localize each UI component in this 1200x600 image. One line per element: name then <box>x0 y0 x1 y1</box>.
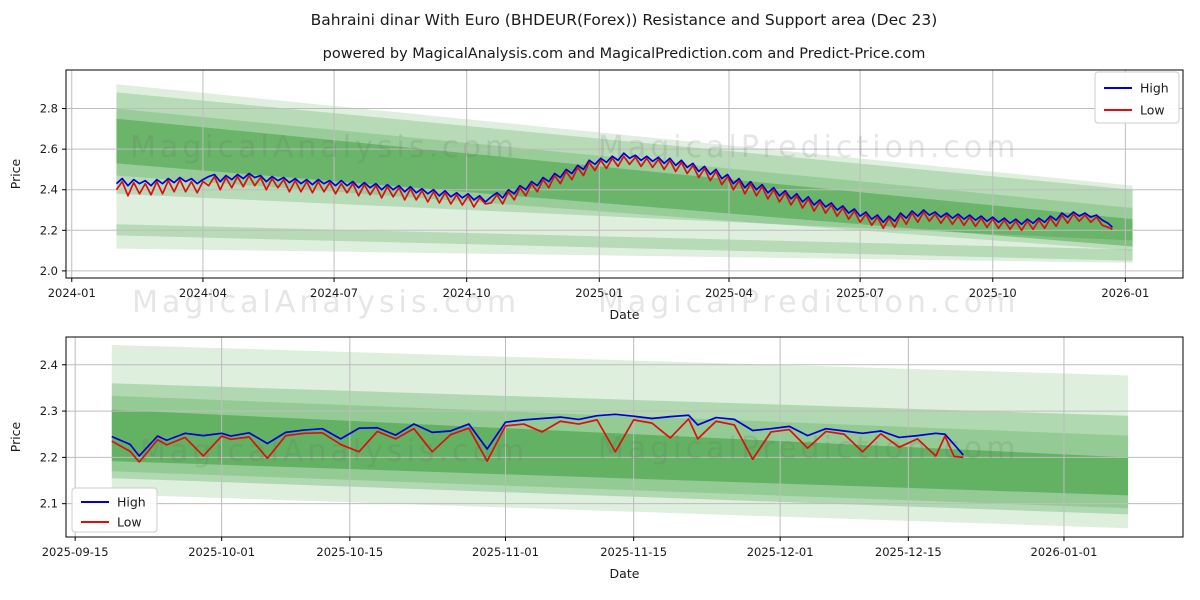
x-axis-label: Date <box>610 566 640 581</box>
x-tick-label: 2025-07 <box>836 286 884 300</box>
x-tick-label: 2024-01 <box>48 286 96 300</box>
chart-subtitle: powered by MagicalAnalysis.com and Magic… <box>322 46 926 62</box>
y-tick-label: 2.0 <box>40 264 58 278</box>
chart-title: Bahraini dinar With Euro (BHDEUR(Forex))… <box>310 11 938 29</box>
x-tick-label: 2025-09-15 <box>42 545 109 559</box>
x-tick-label: 2024-04 <box>179 286 227 300</box>
x-axis-label: Date <box>610 307 640 322</box>
recent-chart-foreground: 2025-09-15 2025-10-01 2025-10-15 2025-11-01… <box>8 336 1184 581</box>
x-tick-label: 2025-10-15 <box>316 545 383 559</box>
x-tick-label: 2025-01 <box>575 286 623 300</box>
x-tick-label: 2024-10 <box>443 286 491 300</box>
x-tick-label: 2025-11-01 <box>472 545 539 559</box>
plot-border <box>65 336 1184 538</box>
y-tick-label: 2.4 <box>40 358 58 372</box>
y-tick-label: 2.2 <box>40 223 58 237</box>
support-resistance-band <box>116 118 1133 247</box>
legend-label: Low <box>1140 103 1165 118</box>
watermark-text: MagicalPrediction.com <box>598 431 1020 466</box>
main-chart-foreground: 2024-01 2024-04 2024-07 2024-10 2025-01 2025-… <box>8 69 1184 322</box>
main-chart-background <box>66 70 1183 278</box>
x-tick-label: 2024-07 <box>310 286 358 300</box>
y-axis-label: Price <box>8 421 23 452</box>
y-tick-label: 2.2 <box>40 450 58 464</box>
support-resistance-band <box>111 395 1129 509</box>
support-resistance-band <box>116 224 1133 261</box>
y-tick-label: 2.1 <box>40 497 58 511</box>
high-line <box>111 413 964 457</box>
y-tick-label: 2.8 <box>40 102 58 116</box>
y-tick-label: 2.6 <box>40 142 58 156</box>
x-tick-label: 2026-01-01 <box>1031 545 1098 559</box>
legend-label: Low <box>117 515 142 530</box>
x-tick-label: 2025-12-15 <box>875 545 942 559</box>
watermark-text: MagicalAnalysis.com <box>130 130 518 165</box>
y-tick-label: 2.4 <box>40 183 58 197</box>
high-line <box>115 152 1113 228</box>
support-resistance-band <box>111 409 1129 496</box>
y-tick-label: 2.3 <box>40 404 58 418</box>
legend-label: High <box>1140 81 1169 96</box>
support-resistance-band <box>111 344 1129 529</box>
y-axis-label: Price <box>8 158 23 189</box>
low-line <box>115 155 1113 232</box>
x-tick-label: 2026-01 <box>1101 286 1149 300</box>
x-tick-label: 2025-10 <box>969 286 1017 300</box>
x-tick-label: 2025-11-15 <box>600 545 667 559</box>
x-tick-label: 2025-10-01 <box>188 545 255 559</box>
watermark-text: MagicalPrediction.com <box>598 130 1020 165</box>
watermark-text: MagicalPrediction.com <box>598 285 1020 320</box>
plot-border <box>65 69 1184 279</box>
watermark-text: MagicalAnalysis.com <box>132 285 520 320</box>
low-line <box>111 418 964 463</box>
recent-chart-background <box>66 337 1183 537</box>
x-tick-label: 2025-04 <box>705 286 753 300</box>
support-resistance-band <box>111 383 1129 515</box>
x-tick-label: 2025-12-01 <box>747 545 814 559</box>
support-resistance-band <box>116 92 1133 241</box>
legend-label: High <box>117 495 146 510</box>
